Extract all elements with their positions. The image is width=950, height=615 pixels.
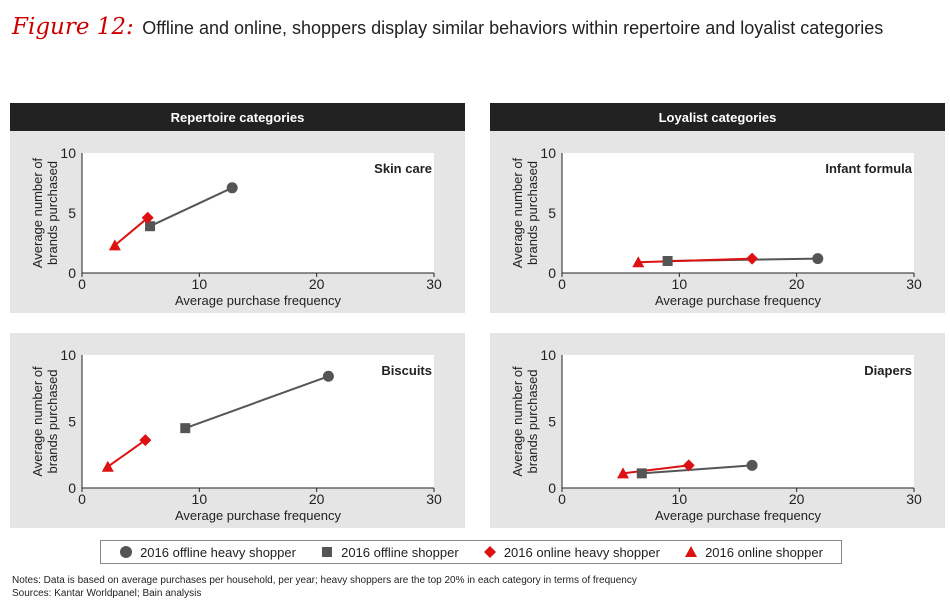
- x-tick-label: 30: [426, 276, 442, 292]
- offline-point: [145, 221, 156, 232]
- plot-area: [82, 355, 434, 488]
- plot-area: [82, 153, 434, 273]
- y-axis-label: Average number ofbrands purchased: [510, 157, 540, 268]
- online-heavy-point: [141, 211, 154, 224]
- y-tick-label: 5: [548, 414, 556, 430]
- x-tick-label: 10: [192, 276, 208, 292]
- x-axis-label: Average purchase frequency: [655, 508, 821, 523]
- chart-title: Infant formula: [825, 161, 912, 176]
- online-point: [617, 467, 630, 479]
- online-point: [108, 239, 121, 251]
- sources-text: Sources: Kantar Worldpanel; Bain analysi…: [12, 588, 202, 599]
- offline-point: [636, 468, 647, 479]
- notes: Notes: Data is based on average purchase…: [12, 574, 637, 600]
- x-tick-label: 0: [78, 491, 86, 507]
- x-tick-label: 0: [558, 491, 566, 507]
- legend-item-online: 2016 online shopper: [684, 545, 823, 560]
- online-series-line: [622, 464, 689, 475]
- y-tick-label: 0: [68, 265, 76, 281]
- y-tick-label: 5: [548, 205, 556, 221]
- legend-label: 2016 offline shopper: [341, 544, 459, 560]
- x-tick-label: 0: [78, 276, 86, 292]
- notes-text: Notes: Data is based on average purchase…: [12, 575, 637, 586]
- legend-item-offline-heavy: 2016 offline heavy shopper: [119, 545, 296, 560]
- legend-label: 2016 online heavy shopper: [503, 544, 660, 560]
- chart-title: Skin care: [374, 161, 432, 176]
- y-tick-label: 0: [548, 480, 556, 496]
- x-tick-label: 20: [789, 276, 805, 292]
- figure-title: Figure 12: Offline and online, shoppers …: [12, 14, 883, 40]
- y-axis-label: Average number ofbrands purchased: [30, 157, 60, 268]
- offline-point: [662, 256, 673, 266]
- figure-title-text: Offline and online, shoppers display sim…: [142, 18, 884, 38]
- chart-infant-formula: 0 5 10 0 10 20 30 Average purchase frequency Ave…: [510, 145, 922, 308]
- x-tick-label: 20: [789, 491, 805, 507]
- chart-title: Diapers: [864, 363, 912, 378]
- offline-series-line: [149, 186, 233, 228]
- y-tick-label: 5: [68, 205, 76, 221]
- legend-item-online-heavy: 2016 online heavy shopper: [483, 545, 660, 560]
- plot-area: [562, 153, 914, 273]
- y-tick-label: 0: [548, 265, 556, 281]
- x-tick-label: 30: [906, 491, 922, 507]
- header-repertoire: Repertoire categories: [10, 103, 465, 131]
- y-tick-label: 0: [68, 480, 76, 496]
- legend: 2016 offline heavy shopper 2016 offline …: [100, 540, 842, 564]
- online-heavy-point: [139, 434, 152, 447]
- y-tick-label: 10: [540, 145, 556, 161]
- x-axis-label: Average purchase frequency: [655, 293, 821, 308]
- offline-point: [180, 423, 191, 434]
- header-loyalist: Loyalist categories: [490, 103, 945, 131]
- triangle-marker-icon: [685, 546, 698, 557]
- offline-heavy-point: [812, 253, 824, 265]
- legend-label: 2016 online shopper: [705, 544, 823, 560]
- offline-series-line: [184, 375, 329, 430]
- online-point: [632, 256, 645, 268]
- legend-label: 2016 offline heavy shopper: [140, 544, 296, 560]
- legend-item-offline: 2016 offline shopper: [320, 545, 459, 560]
- square-marker-icon: [322, 547, 333, 557]
- x-axis-label: Average purchase frequency: [175, 508, 341, 523]
- offline-heavy-point: [322, 370, 334, 382]
- x-tick-label: 10: [672, 491, 688, 507]
- x-tick-label: 30: [426, 491, 442, 507]
- online-heavy-point: [682, 459, 695, 472]
- online-series-line: [114, 217, 149, 247]
- x-tick-label: 10: [672, 276, 688, 292]
- diamond-marker-icon: [483, 546, 496, 558]
- online-series-line: [638, 257, 753, 264]
- chart-diapers: 0 5 10 0 10 20 30 Average purchase frequency Ave…: [510, 347, 922, 523]
- x-tick-label: 30: [906, 276, 922, 292]
- online-series-line: [107, 439, 146, 468]
- offline-heavy-point: [226, 182, 238, 194]
- online-point: [101, 460, 114, 472]
- y-axis-label: Average number ofbrands purchased: [30, 366, 60, 477]
- online-heavy-point: [746, 252, 759, 265]
- y-axis-label: Average number ofbrands purchased: [510, 366, 540, 477]
- y-tick-label: 10: [60, 347, 76, 363]
- chart-biscuits: 0 5 10 0 10 20 30 Average purchase frequency Ave…: [30, 347, 442, 523]
- plot-area: [562, 355, 914, 488]
- x-tick-label: 20: [309, 276, 325, 292]
- figure-label: Figure 12:: [12, 14, 134, 40]
- offline-heavy-point: [746, 459, 758, 471]
- x-axis-label: Average purchase frequency: [175, 293, 341, 308]
- y-tick-label: 5: [68, 414, 76, 430]
- chart-title: Biscuits: [381, 363, 432, 378]
- y-tick-label: 10: [60, 145, 76, 161]
- x-tick-label: 20: [309, 491, 325, 507]
- chart-skin-care: 0 5 10 0 10 20 30 Average purchase frequency Ave…: [30, 145, 442, 308]
- circle-marker-icon: [120, 546, 133, 558]
- offline-series-line: [641, 464, 753, 475]
- x-tick-label: 0: [558, 276, 566, 292]
- y-tick-label: 10: [540, 347, 556, 363]
- x-tick-label: 10: [192, 491, 208, 507]
